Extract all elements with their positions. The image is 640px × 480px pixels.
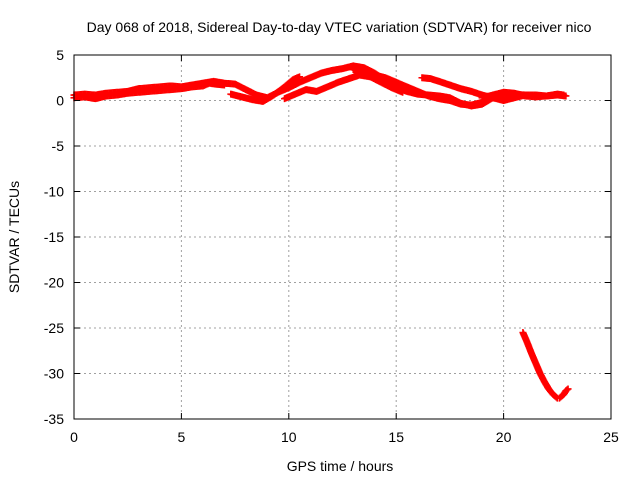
y-tick-label: -35	[44, 411, 64, 427]
y-tick-label: 5	[56, 47, 64, 63]
data-point	[562, 92, 570, 100]
series-track-d	[281, 71, 407, 103]
y-tick-label: -15	[44, 229, 64, 245]
series-track-e	[349, 66, 508, 109]
data-point	[296, 73, 304, 81]
y-tick-label: -20	[44, 275, 64, 291]
y-tick-label: -10	[44, 184, 64, 200]
x-tick-label: 10	[281, 429, 297, 445]
x-tick-label: 20	[496, 429, 512, 445]
x-tick-label: 0	[70, 429, 78, 445]
series-track-h	[519, 329, 572, 402]
data-point	[564, 385, 572, 393]
series-track-c	[227, 73, 304, 105]
x-tick-label: 5	[178, 429, 186, 445]
series-track-g	[478, 88, 570, 102]
y-tick-label: -5	[52, 138, 65, 154]
y-axis-label: SDTVAR / TECUs	[6, 181, 22, 293]
chart-title: Day 068 of 2018, Sidereal Day-to-day VTE…	[87, 19, 592, 35]
data-point	[399, 88, 407, 96]
x-axis-label: GPS time / hours	[287, 458, 394, 474]
grid-lines	[74, 55, 611, 419]
data-points	[70, 62, 572, 402]
y-tick-label: -25	[44, 320, 64, 336]
x-tick-label: 25	[603, 429, 619, 445]
x-tick-label: 15	[388, 429, 404, 445]
series-track-b	[70, 62, 568, 110]
y-tick-label: 0	[56, 93, 64, 109]
y-tick-label: -30	[44, 366, 64, 382]
axis-ticks: 0 5 10 15 20 25 5 0 -5 -10 -15 -20 -25 -30 -35	[44, 47, 619, 445]
data-point	[563, 386, 571, 394]
